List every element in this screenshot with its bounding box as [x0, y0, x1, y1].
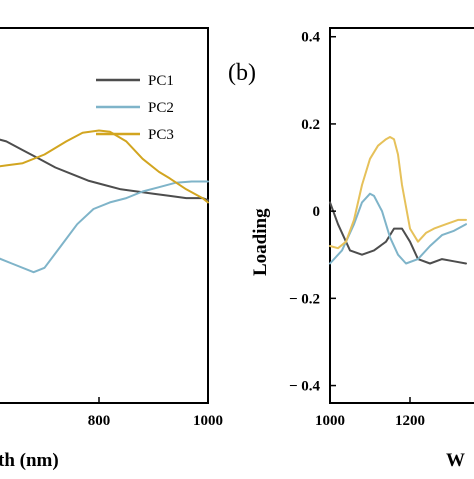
panel-a-series-line-pc1	[0, 138, 209, 202]
legend: PC1 PC2 PC3	[96, 73, 174, 143]
panel-b-series-line-pc3	[329, 136, 467, 250]
panel-a-frame	[0, 27, 209, 404]
panel-b: (b) 0.4 0.2 0 − 0.2 − 0.4 1000 1200 Loading W	[228, 27, 474, 471]
panel-b-y-ticks: 0.4 0.2 0 − 0.2 − 0.4	[289, 30, 336, 395]
panel-a-x-tick-label: 1000	[193, 413, 223, 429]
panel-b-x-axis-label: W	[446, 450, 465, 471]
panel-b-y-tick-label: − 0.2	[289, 291, 320, 307]
panel-b-frame	[329, 27, 474, 404]
panel-b-y-tick-label: 0.4	[301, 30, 320, 46]
panel-b-label: (b)	[228, 60, 256, 86]
legend-label-pc3: PC3	[148, 127, 174, 143]
panel-a-series-line-pc3	[0, 129, 209, 204]
panel-a-x-axis-label: th (nm)	[0, 450, 59, 471]
panel-a-x-tick-label: 800	[88, 413, 111, 429]
panel-b-x-ticks: 1000 1200	[315, 397, 425, 429]
legend-label-pc1: PC1	[148, 73, 174, 89]
panel-b-y-tick-label: 0.2	[301, 117, 320, 133]
panel-b-series-line-pc1	[329, 201, 467, 265]
panel-b-y-tick-label: − 0.4	[289, 379, 321, 395]
panel-b-series	[329, 136, 467, 265]
legend-label-pc2: PC2	[148, 100, 174, 116]
panel-a: 800 1000 th (nm) PC1 PC2 PC3	[0, 27, 223, 471]
panel-b-y-tick-label: 0	[313, 204, 321, 220]
panel-b-series-line-pc2	[329, 192, 467, 265]
panel-a-series-line-pc2	[0, 180, 209, 274]
panel-a-x-ticks: 800 1000	[88, 397, 223, 429]
panel-a-series	[0, 129, 209, 274]
panel-b-y-axis-label: Loading	[250, 208, 271, 276]
panel-b-x-tick-label: 1000	[315, 413, 345, 429]
panel-b-x-tick-label: 1200	[395, 413, 425, 429]
